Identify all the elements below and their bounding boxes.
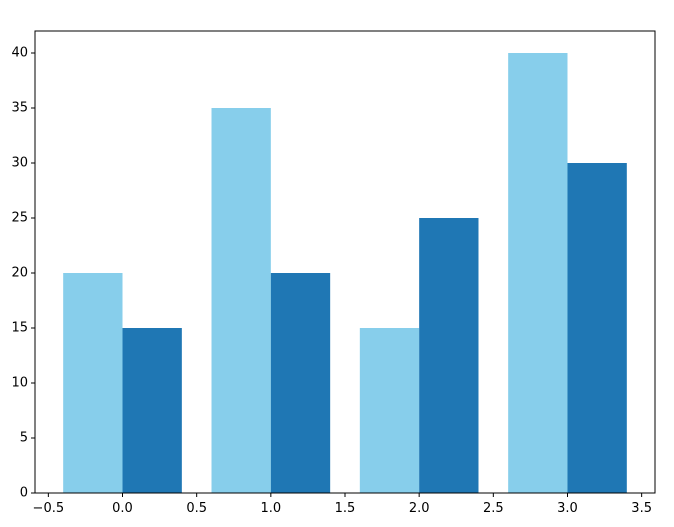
y-tick-label: 0 [20, 486, 28, 501]
y-tick-label: 20 [11, 266, 28, 281]
x-tick-label: −0.5 [33, 501, 65, 516]
bar [211, 108, 271, 493]
y-tick-label: 35 [11, 101, 28, 116]
bar [359, 328, 420, 493]
y-tick-label: 25 [11, 211, 28, 226]
bar [122, 328, 182, 493]
y-tick-label: 15 [11, 321, 28, 336]
x-tick-label: 2.5 [483, 501, 504, 516]
x-tick-label: 1.0 [260, 501, 281, 516]
bar [270, 273, 331, 493]
bar [63, 273, 123, 493]
y-tick-label: 5 [20, 431, 28, 446]
y-tick-label: 10 [11, 376, 28, 391]
x-tick-label: 1.5 [335, 501, 356, 516]
bar [508, 53, 568, 493]
y-tick-label: 40 [11, 46, 28, 61]
x-tick-label: 0.5 [186, 501, 207, 516]
x-tick-label: 3.5 [631, 501, 652, 516]
y-tick-label: 30 [11, 156, 28, 171]
x-tick-label: 3.0 [557, 501, 578, 516]
bar [567, 163, 627, 493]
x-tick-label: 2.0 [409, 501, 430, 516]
bar [419, 218, 479, 493]
x-tick-label: 0.0 [112, 501, 133, 516]
